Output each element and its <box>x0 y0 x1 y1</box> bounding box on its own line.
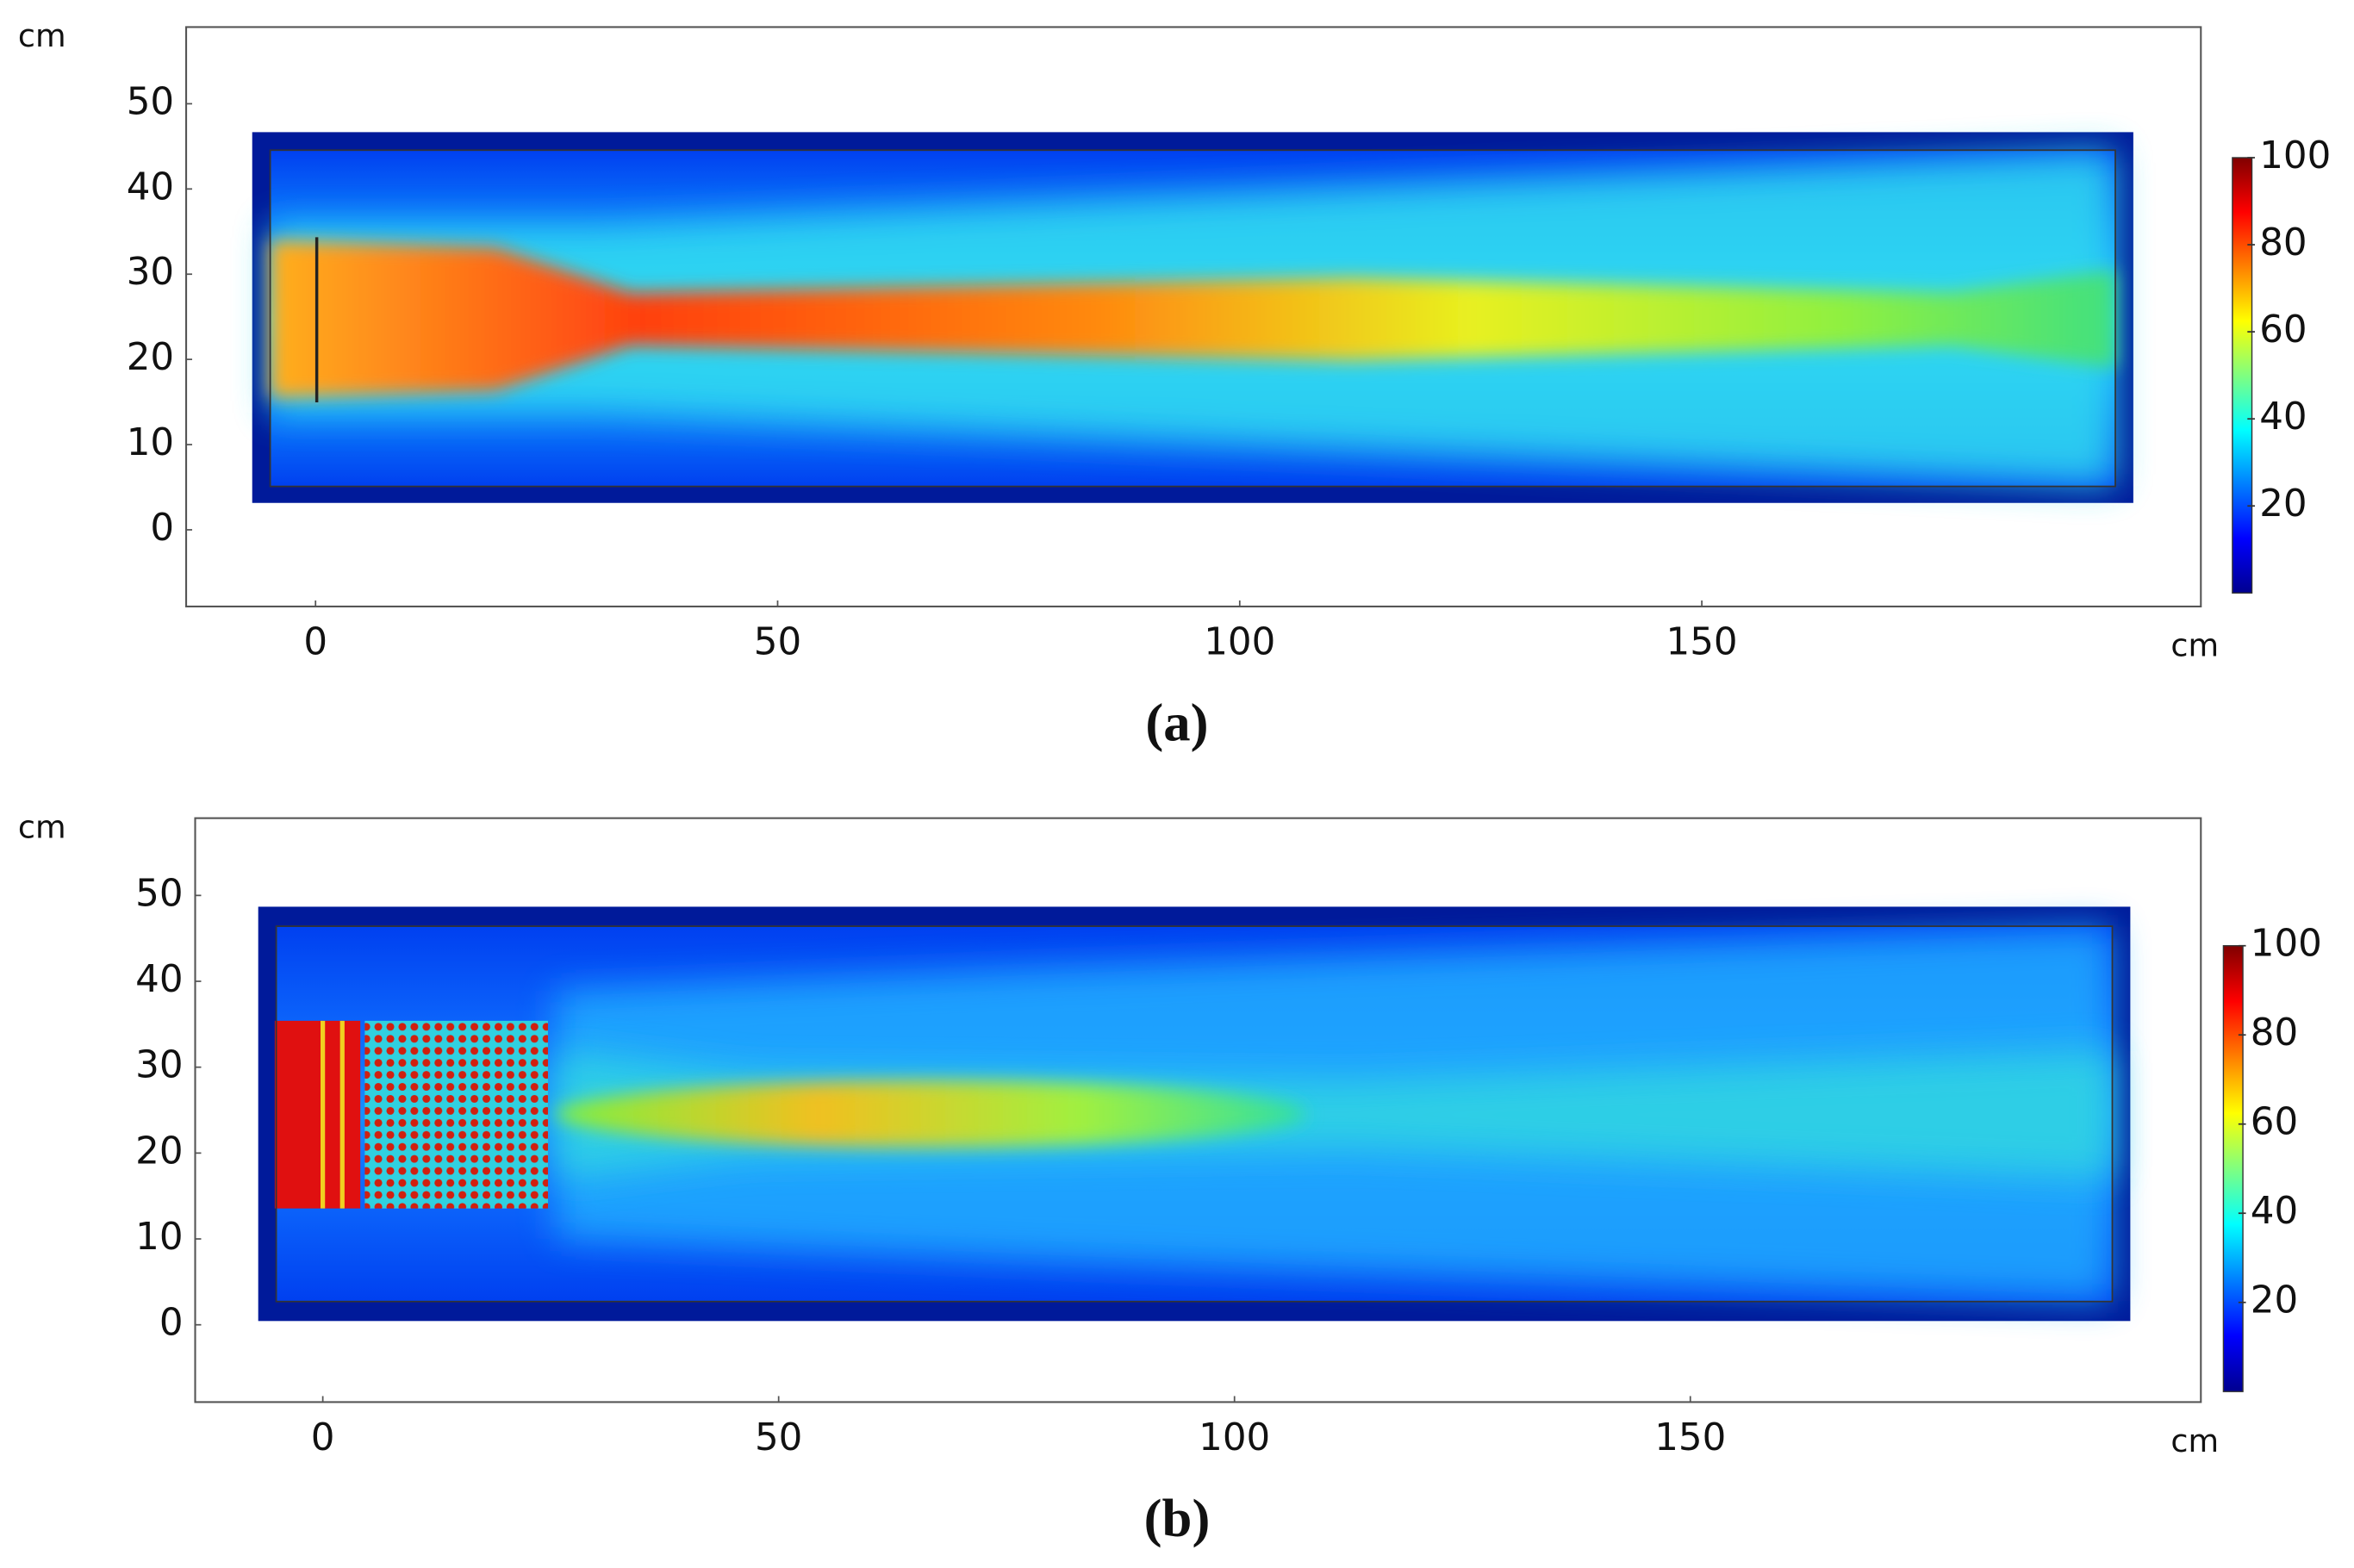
x-tick-label: 50 <box>755 1416 802 1459</box>
y-tick-label: 10 <box>127 421 174 464</box>
x-tick-label: 0 <box>311 1416 335 1459</box>
colorbar-tick-label: 20 <box>2251 1279 2298 1322</box>
y-tick-label: 30 <box>135 1044 183 1087</box>
x-tick-label: 50 <box>754 621 801 664</box>
y-axis-label: cm <box>18 808 66 845</box>
x-tick-label: 150 <box>1666 621 1738 664</box>
field-a <box>252 132 2133 503</box>
x-tick-label: 0 <box>303 621 327 664</box>
colorbar-tick-label: 80 <box>2259 221 2307 264</box>
colorbar-tick-label: 80 <box>2251 1011 2298 1055</box>
x-tick-label: 100 <box>1204 621 1275 664</box>
colorbar-tick-label: 20 <box>2259 482 2307 526</box>
colorbar-tick-label: 60 <box>2251 1101 2298 1144</box>
y-tick-label: 50 <box>135 872 183 915</box>
y-tick-label: 40 <box>135 958 183 1001</box>
y-tick-label: 10 <box>135 1216 183 1259</box>
y-tick-label: 30 <box>127 251 174 294</box>
x-tick-label: 150 <box>1654 1416 1726 1459</box>
plot-frame <box>194 817 2202 1403</box>
y-tick-label: 0 <box>150 507 174 550</box>
y-tick-label: 20 <box>135 1129 183 1173</box>
colorbar-tick-label: 40 <box>2251 1190 2298 1233</box>
caption: (a) <box>1145 692 1208 752</box>
x-axis-label: cm <box>2170 1422 2219 1459</box>
colorbar-tick-label: 60 <box>2259 308 2307 352</box>
colorbar-tick-label: 100 <box>2251 923 2322 966</box>
colorbar <box>2232 157 2253 594</box>
caption: (b) <box>1144 1488 1211 1548</box>
colorbar-tick-label: 40 <box>2259 395 2307 439</box>
y-tick-label: 0 <box>159 1302 184 1345</box>
colorbar-tick-label: 100 <box>2259 134 2331 177</box>
y-tick-label: 20 <box>127 336 174 379</box>
x-axis-label: cm <box>2170 627 2219 664</box>
y-tick-label: 40 <box>127 165 174 208</box>
colorbar <box>2222 945 2244 1392</box>
field-b <box>258 906 2131 1322</box>
plot-frame <box>185 26 2202 608</box>
y-tick-label: 50 <box>127 80 174 123</box>
y-axis-label: cm <box>18 17 66 54</box>
x-tick-label: 100 <box>1199 1416 1270 1459</box>
